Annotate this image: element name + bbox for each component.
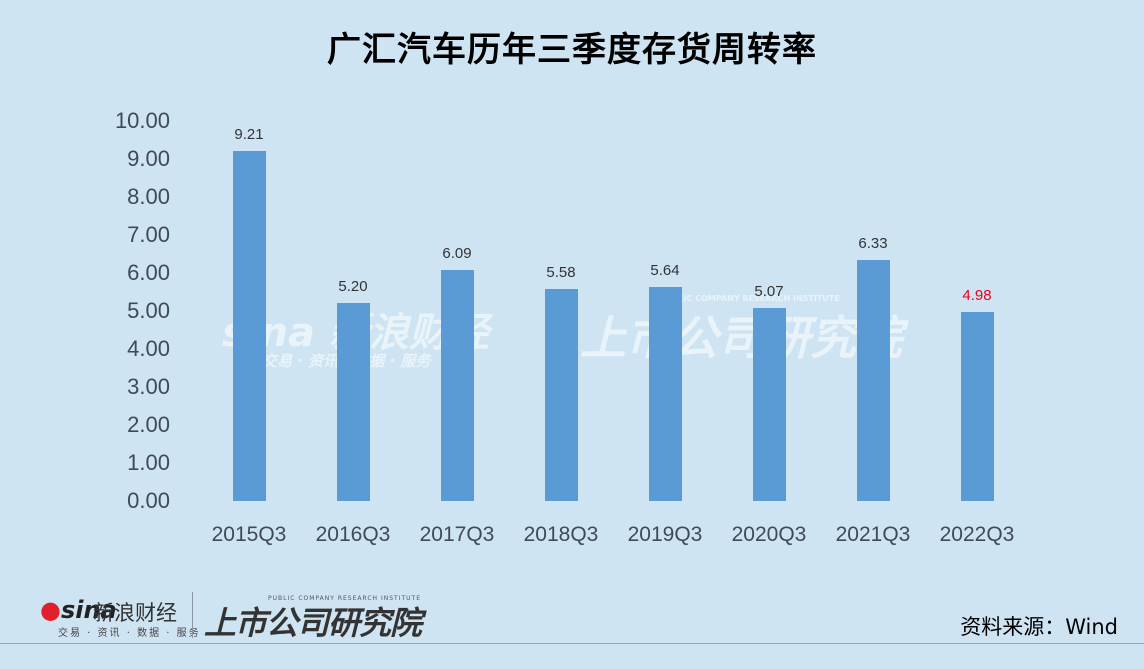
bar-value-label: 5.20 (338, 278, 368, 296)
bar-value-label: 6.09 (442, 244, 472, 262)
logo-divider (192, 592, 193, 638)
x-tick-label: 2020Q3 (731, 523, 807, 546)
x-tick-label: 2019Q3 (627, 523, 703, 546)
x-tick-label: 2017Q3 (419, 523, 495, 546)
x-tick-label: 2016Q3 (315, 523, 391, 546)
y-tick-label: 10.00 (114, 108, 170, 133)
sina-logo-text: sina (60, 596, 117, 624)
bar (544, 288, 578, 501)
bar (232, 151, 266, 501)
bar (960, 311, 994, 501)
bar-value-label: 6.33 (858, 235, 888, 253)
sina-logo: ●sina (40, 596, 117, 624)
footer-divider (0, 643, 1144, 644)
y-tick-label: 5.00 (127, 298, 170, 323)
bar (856, 260, 890, 501)
sina-finance-tagline: 交易 · 资讯 · 数据 · 服务 (58, 628, 201, 639)
sina-eye-icon: ● (40, 596, 61, 624)
y-tick-label: 2.00 (127, 412, 170, 437)
institute-logo: 上市公司研究院 (204, 604, 422, 642)
y-tick-label: 1.00 (127, 450, 170, 475)
x-axis-line (198, 501, 1032, 502)
y-tick-label: 4.00 (127, 336, 170, 361)
x-tick-label: 2018Q3 (523, 523, 599, 546)
bar (440, 269, 474, 501)
bar-value-label: 4.98 (962, 286, 992, 304)
bar-value-label: 9.21 (234, 126, 264, 144)
bar-value-label: 5.64 (650, 261, 680, 279)
y-tick-label: 8.00 (127, 184, 170, 209)
x-tick-label: 2015Q3 (211, 523, 287, 546)
institute-watermark: 上市公司研究院 (580, 311, 902, 365)
y-tick-label: 6.00 (127, 260, 170, 285)
y-tick-label: 0.00 (127, 488, 170, 513)
sina-finance-logo-text: 新浪财经 (93, 601, 177, 625)
y-tick-label: 3.00 (127, 374, 170, 399)
y-tick-label: 9.00 (127, 146, 170, 171)
x-tick-label: 2021Q3 (835, 523, 911, 546)
bar (336, 303, 370, 501)
data-source: 资料来源：Wind (960, 615, 1118, 639)
bar-value-label: 5.58 (546, 263, 576, 281)
bar-value-label: 5.07 (754, 283, 784, 301)
institute-logo-en: PUBLIC COMPANY RESEARCH INSTITUTE (268, 595, 421, 602)
x-tick-label: 2022Q3 (939, 523, 1015, 546)
chart-title: 广汇汽车历年三季度存货周转率 (327, 30, 817, 70)
institute-watermark-en: PUBLIC COMPANY RESEARCH INSTITUTE (660, 294, 840, 303)
y-tick-label: 7.00 (127, 222, 170, 247)
bar (752, 308, 786, 501)
bar (648, 286, 682, 501)
